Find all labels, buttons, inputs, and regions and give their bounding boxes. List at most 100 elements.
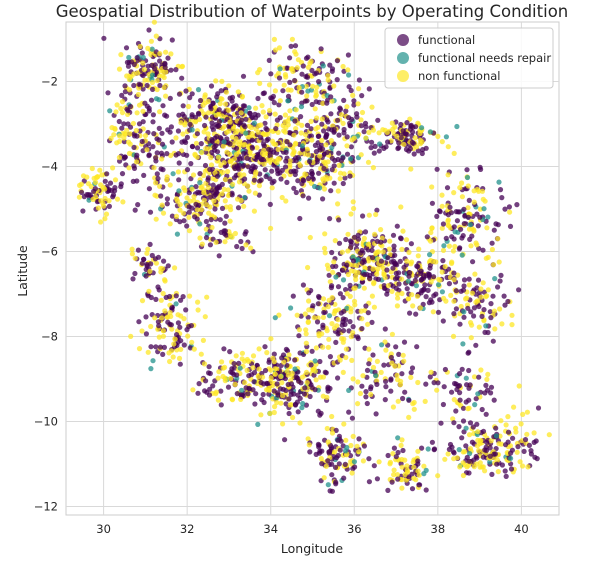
functional-point (156, 323, 162, 329)
functional-point (309, 168, 315, 174)
functional-point (418, 268, 424, 274)
functional-point (306, 290, 312, 296)
functional-point (259, 397, 265, 403)
functional-point (366, 456, 372, 462)
non-functional-point (222, 239, 228, 245)
functional-point (134, 152, 140, 158)
functional-point (153, 296, 159, 302)
non-functional-point (209, 224, 215, 231)
non-functional-point (408, 374, 414, 380)
non-functional-point (374, 358, 380, 364)
functional-point (312, 387, 318, 393)
needs-repair-point (170, 171, 176, 177)
functional-point (335, 331, 341, 337)
functional-point (391, 247, 397, 253)
non-functional-point (416, 472, 422, 478)
non-functional-point (170, 354, 176, 360)
non-functional-point (370, 364, 377, 371)
functional-point (316, 79, 322, 85)
functional-point (307, 158, 313, 165)
functional-point (209, 120, 215, 126)
non-functional-point (445, 451, 451, 457)
non-functional-point (465, 183, 471, 189)
functional-point (421, 287, 427, 293)
non-functional-point (243, 242, 249, 248)
functional-point (262, 167, 268, 173)
functional-point (385, 487, 391, 493)
functional-point (101, 35, 107, 41)
functional-point (346, 84, 352, 90)
non-functional-point (442, 264, 448, 270)
functional-point (347, 173, 353, 179)
non-functional-point (329, 321, 335, 327)
functional-point (438, 420, 444, 426)
non-functional-point (114, 140, 120, 146)
functional-point (369, 247, 375, 253)
non-functional-point (427, 238, 434, 244)
functional-point (451, 224, 457, 230)
functional-point (156, 125, 162, 131)
functional-point (116, 118, 122, 125)
legend-label: functional needs repair (418, 51, 551, 65)
non-functional-point (90, 196, 96, 202)
non-functional-point (144, 250, 150, 256)
non-functional-point (303, 348, 310, 355)
functional-point (488, 301, 494, 307)
non-functional-point (481, 318, 487, 324)
functional-point (440, 401, 446, 408)
non-functional-point (228, 375, 234, 382)
non-functional-point (369, 104, 375, 110)
functional-point (127, 124, 134, 130)
non-functional-point (358, 152, 364, 158)
non-functional-point (478, 286, 484, 292)
functional-point (291, 185, 297, 191)
non-functional-point (366, 129, 372, 135)
non-functional-point (400, 228, 406, 234)
functional-point (249, 137, 255, 143)
non-functional-point (331, 310, 337, 317)
functional-point (234, 372, 240, 378)
x-tick-label: 36 (347, 522, 362, 536)
functional-point (359, 383, 365, 389)
functional-point (244, 155, 250, 161)
functional-point (141, 256, 147, 262)
non-functional-point (219, 78, 225, 84)
non-functional-point (451, 190, 457, 196)
functional-point (354, 334, 361, 340)
non-functional-point (268, 375, 274, 381)
functional-point (388, 377, 394, 383)
functional-point (336, 240, 343, 246)
non-functional-point (136, 346, 143, 352)
functional-point (229, 94, 236, 100)
functional-point (157, 36, 163, 42)
non-functional-point (471, 464, 477, 470)
non-functional-point (352, 285, 358, 291)
functional-point (125, 63, 132, 69)
non-functional-point (223, 204, 229, 210)
non-functional-point (313, 93, 319, 99)
functional-point (522, 437, 529, 443)
functional-point (389, 479, 395, 485)
non-functional-point (313, 89, 319, 95)
functional-point (181, 218, 187, 224)
non-functional-point (323, 463, 329, 469)
non-functional-point (361, 285, 367, 291)
non-functional-point (435, 133, 441, 139)
functional-point (327, 448, 333, 455)
functional-point (400, 395, 406, 402)
non-functional-point (399, 437, 405, 443)
functional-point (412, 277, 418, 283)
functional-point (406, 397, 412, 403)
non-functional-point (238, 396, 244, 402)
functional-point (482, 329, 488, 335)
functional-point (151, 131, 157, 137)
functional-point (361, 272, 368, 278)
functional-point (488, 384, 495, 390)
non-functional-point (349, 470, 355, 476)
functional-point (355, 236, 362, 242)
functional-point (366, 479, 372, 485)
non-functional-point (271, 409, 277, 416)
functional-point (454, 218, 460, 224)
non-functional-point (417, 137, 423, 143)
functional-point (302, 385, 308, 391)
